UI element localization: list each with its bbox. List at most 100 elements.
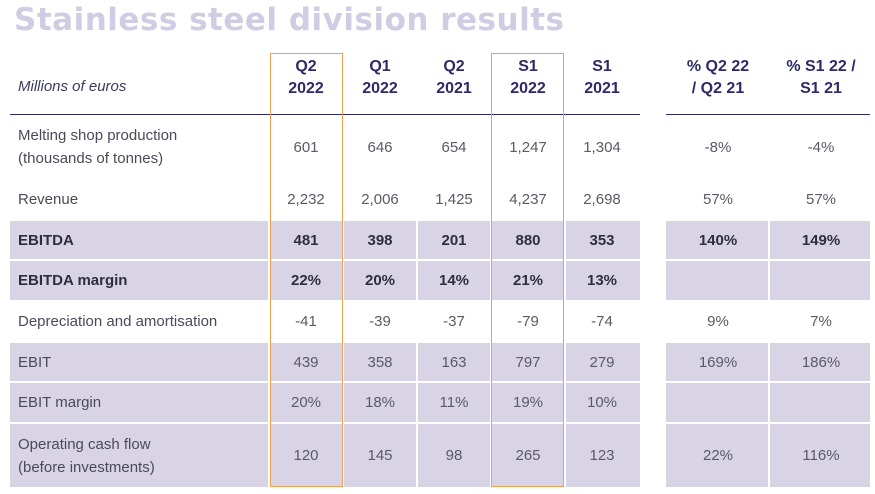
table-cell: 646	[367, 138, 393, 156]
row-label: Depreciation and amortisation	[18, 302, 263, 341]
column-header-line2: / Q2 21	[691, 80, 745, 97]
table-cell: 10%	[586, 394, 618, 411]
table-cell: 4,237	[509, 191, 547, 208]
column-header-line2: 2021	[436, 80, 472, 97]
table-cell: 1,425	[435, 191, 473, 208]
highlight-frame-q2-2022	[270, 53, 343, 487]
column-header-line2: 2022	[362, 80, 398, 97]
row-label-line1: EBITDA margin	[18, 272, 128, 289]
table-cell: 98	[445, 447, 463, 464]
column-header: S1 2021	[566, 54, 638, 102]
table-cell: 22%	[290, 272, 322, 289]
highlight-frame-s1-2022	[491, 53, 564, 487]
table-cell: 2,232	[287, 191, 325, 208]
table-cell: 601	[293, 138, 319, 156]
column-header-line1: S1	[518, 58, 538, 75]
table-cell: 186%	[801, 353, 841, 371]
table-cell: 201	[441, 231, 467, 249]
row-separator	[10, 179, 870, 180]
table-cell: -4%	[807, 138, 835, 156]
table-cell: -37	[443, 313, 465, 330]
page-title: Stainless steel division results	[14, 2, 565, 38]
column-separator	[342, 116, 344, 487]
table-cell: 11%	[439, 394, 469, 411]
row-label-line2: (thousands of tonnes)	[18, 150, 164, 167]
table-cell: -39	[369, 313, 391, 330]
table-cell: 20%	[364, 272, 396, 289]
column-header-line1: Q1	[369, 58, 391, 75]
column-header: % Q2 22 / Q2 21	[668, 54, 768, 102]
table-cell: 1,304	[583, 138, 621, 156]
table-cell: 1,247	[509, 138, 547, 156]
table-cell: 140%	[698, 231, 738, 249]
row-label: EBIT margin	[18, 383, 263, 422]
table-cell	[668, 261, 768, 300]
table-cell: 880	[515, 231, 541, 249]
column-header-line1: Q2	[443, 58, 465, 75]
column-separator	[564, 116, 566, 487]
column-header: S1 2022	[492, 54, 564, 102]
row-band	[10, 424, 640, 487]
row-band	[10, 261, 640, 300]
row-label-line1: EBIT margin	[18, 394, 102, 411]
header-rule	[666, 114, 870, 115]
row-separator	[10, 260, 870, 261]
row-label: Operating cash flow (before investments)	[18, 424, 263, 487]
table-cell: 18%	[364, 394, 396, 411]
table-cell: 654	[441, 138, 467, 156]
row-label-line2: (before investments)	[18, 458, 155, 476]
row-separator	[10, 423, 870, 424]
table-cell: 22%	[702, 447, 734, 464]
column-header-line2: 2022	[510, 80, 546, 97]
table-cell: 797	[515, 353, 541, 371]
row-separator	[10, 301, 870, 302]
row-label-line1: EBITDA	[18, 231, 74, 249]
table-cell	[668, 383, 768, 422]
table-cell: -74	[591, 313, 613, 330]
row-label: Revenue	[18, 180, 263, 219]
header-rule	[10, 114, 640, 115]
table-cell: 398	[367, 231, 393, 249]
row-label-line1: Revenue	[18, 191, 79, 208]
table-cell: 2,006	[361, 191, 399, 208]
table-cell: 57%	[702, 191, 734, 208]
table-cell	[770, 261, 872, 300]
table-cell: 14%	[438, 272, 470, 289]
table-cell: 163	[441, 353, 467, 371]
row-label-line1: Operating cash flow	[18, 435, 151, 453]
column-header-line2: 2022	[288, 80, 324, 97]
row-label: EBITDA	[18, 221, 263, 259]
column-header: % S1 22 / S1 21	[770, 54, 872, 102]
table-cell: 439	[293, 353, 319, 371]
table-cell: 265	[515, 447, 541, 464]
table-cell: 2,698	[583, 191, 621, 208]
row-label-line1: EBIT	[18, 353, 52, 371]
row-label: EBIT	[18, 343, 263, 381]
column-header-line2: S1 21	[800, 80, 842, 97]
table-cell	[770, 383, 872, 422]
row-band	[10, 343, 640, 381]
column-header-line1: % S1 22 /	[786, 58, 856, 75]
table-cell: 57%	[805, 191, 837, 208]
column-header: Q1 2022	[344, 54, 416, 102]
row-separator	[10, 220, 870, 221]
row-label-line1: Melting shop production	[18, 127, 178, 144]
table-cell: 13%	[586, 272, 618, 289]
table-cell: 169%	[698, 353, 738, 371]
row-label: Melting shop production (thousands of ton…	[18, 116, 263, 178]
table-cell: 279	[589, 353, 615, 371]
table-cell: -79	[517, 313, 539, 330]
table-cell: 7%	[810, 313, 832, 330]
row-label: EBITDA margin	[18, 261, 263, 300]
column-header-line1: S1	[592, 58, 612, 75]
table-cell: -8%	[704, 138, 732, 156]
table-cell: 123	[589, 447, 615, 464]
table-cell: 9%	[707, 313, 729, 330]
row-band	[10, 221, 640, 259]
table-cell: 120	[293, 447, 319, 464]
table-cell: 353	[589, 231, 615, 249]
table-cell: 149%	[801, 231, 841, 249]
table-cell: 358	[367, 353, 393, 371]
row-label-line1: Depreciation and amortisation	[18, 313, 218, 330]
row-band	[10, 383, 640, 422]
